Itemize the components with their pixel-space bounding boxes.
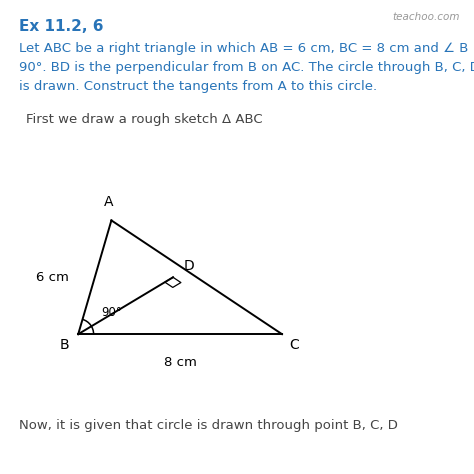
Text: First we draw a rough sketch Δ ABC: First we draw a rough sketch Δ ABC <box>26 113 263 126</box>
Text: D: D <box>183 259 194 273</box>
Text: Now, it is given that circle is drawn through point B, C, D: Now, it is given that circle is drawn th… <box>19 419 398 432</box>
Text: teachoo.com: teachoo.com <box>392 12 460 22</box>
Text: A: A <box>104 194 114 209</box>
Text: Let ABC be a right triangle in which AB = 6 cm, BC = 8 cm and ∠ B =: Let ABC be a right triangle in which AB … <box>19 42 474 55</box>
Text: Ex 11.2, 6: Ex 11.2, 6 <box>19 19 103 34</box>
Text: 90°: 90° <box>101 306 122 319</box>
Text: C: C <box>289 338 299 352</box>
Text: 6 cm: 6 cm <box>36 271 69 284</box>
Text: 90°. BD is the perpendicular from B on AC. The circle through B, C, D: 90°. BD is the perpendicular from B on A… <box>19 61 474 73</box>
Text: is drawn. Construct the tangents from A to this circle.: is drawn. Construct the tangents from A … <box>19 80 377 92</box>
Text: B: B <box>60 338 70 352</box>
Text: 8 cm: 8 cm <box>164 356 197 368</box>
